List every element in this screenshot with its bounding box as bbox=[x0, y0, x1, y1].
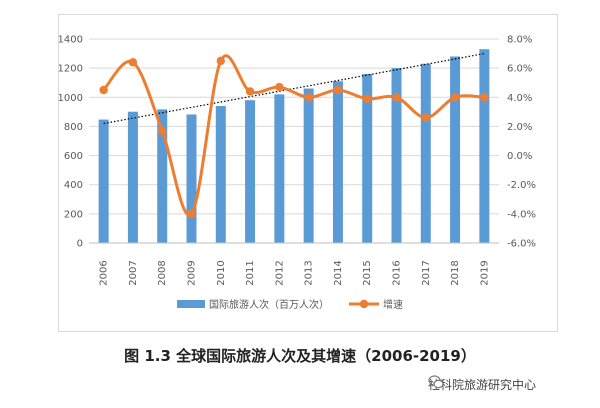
x-axis-tick-label: 2009 bbox=[187, 260, 198, 285]
left-axis-tick-label: 200 bbox=[64, 209, 83, 220]
bar bbox=[215, 106, 226, 244]
x-axis-tick-label: 2008 bbox=[157, 260, 168, 285]
bar bbox=[157, 109, 168, 243]
right-axis-tick-label: 0.0% bbox=[507, 151, 532, 162]
trendline bbox=[103, 52, 485, 125]
chart-frame: 0 200 400 600 800 1000 1200 1400 -6.0% -4.0% -2.0%… bbox=[58, 14, 558, 332]
right-axis-tick-label: 6.0% bbox=[507, 64, 532, 75]
left-axis-tick-label: 1000 bbox=[59, 93, 83, 104]
growth-point bbox=[450, 93, 460, 102]
legend-line-label: 增速 bbox=[383, 298, 403, 311]
growth-point bbox=[216, 56, 225, 66]
figure-caption: 图 1.3 全球国际旅游人次及其增速（2006-2019） bbox=[124, 347, 476, 365]
legend-bar-label: 国际旅游人次（百万人次） bbox=[209, 298, 329, 311]
wechat-icon bbox=[428, 375, 444, 389]
legend-bar-swatch bbox=[177, 300, 205, 308]
growth-point bbox=[187, 209, 196, 219]
left-axis-tick-label: 600 bbox=[64, 151, 83, 162]
watermark: 社科院旅游研究中心 bbox=[428, 374, 596, 394]
growth-point bbox=[392, 93, 401, 102]
growth-point bbox=[363, 94, 372, 103]
right-axis-tick-label: -4.0% bbox=[507, 209, 536, 220]
bar bbox=[362, 73, 373, 243]
right-axis-tick-label: -2.0% bbox=[507, 180, 536, 191]
growth-point bbox=[421, 113, 430, 122]
left-axis-tick-label: 1200 bbox=[59, 64, 83, 75]
bar bbox=[420, 63, 431, 244]
bar bbox=[127, 111, 138, 243]
growth-point bbox=[304, 93, 313, 102]
x-axis-tick-label: 2011 bbox=[245, 260, 256, 285]
x-axis-tick-label: 2006 bbox=[99, 260, 110, 285]
x-axis-tick-label: 2013 bbox=[304, 260, 315, 285]
x-axis-tick-label: 2016 bbox=[392, 260, 403, 285]
right-axis-tick-label: 4.0% bbox=[507, 93, 532, 104]
bar bbox=[98, 119, 109, 243]
bar bbox=[245, 100, 256, 243]
growth-point bbox=[333, 85, 343, 95]
x-axis-tick-label: 2015 bbox=[362, 260, 373, 285]
left-axis-tick-label: 400 bbox=[64, 180, 83, 191]
x-axis-tick-label: 2010 bbox=[216, 260, 227, 285]
growth-point bbox=[158, 126, 167, 135]
x-axis-tick-label: 2018 bbox=[450, 260, 461, 285]
bar bbox=[391, 68, 402, 243]
left-axis-tick-label: 800 bbox=[64, 122, 83, 133]
combo-chart: 0 200 400 600 800 1000 1200 1400 -6.0% -4.0% -2.0%… bbox=[59, 35, 536, 312]
left-axis-tick-label: 1400 bbox=[59, 35, 83, 46]
bar bbox=[303, 88, 314, 244]
growth-point bbox=[480, 93, 489, 102]
growth-point bbox=[99, 85, 108, 95]
bar bbox=[332, 81, 343, 243]
x-axis-tick-label: 2014 bbox=[333, 260, 344, 285]
left-axis-tick-label: 0 bbox=[77, 239, 83, 250]
bar bbox=[274, 94, 285, 243]
x-axis-tick-label: 2007 bbox=[128, 260, 139, 285]
growth-point bbox=[128, 58, 138, 67]
bar bbox=[450, 56, 461, 243]
x-axis-tick-label: 2017 bbox=[421, 260, 432, 285]
growth-point bbox=[245, 87, 255, 96]
legend-line-marker bbox=[359, 299, 369, 309]
right-axis-tick-label: 8.0% bbox=[507, 35, 532, 46]
right-axis-tick-label: 2.0% bbox=[507, 122, 532, 133]
watermark-text: 社科院旅游研究中心 bbox=[428, 377, 537, 392]
x-axis-tick-label: 2012 bbox=[274, 260, 285, 285]
bar bbox=[186, 114, 197, 243]
growth-point bbox=[275, 82, 284, 92]
x-axis-tick-label: 2019 bbox=[479, 260, 490, 285]
right-axis-tick-label: -6.0% bbox=[507, 239, 536, 250]
bar bbox=[479, 49, 490, 244]
